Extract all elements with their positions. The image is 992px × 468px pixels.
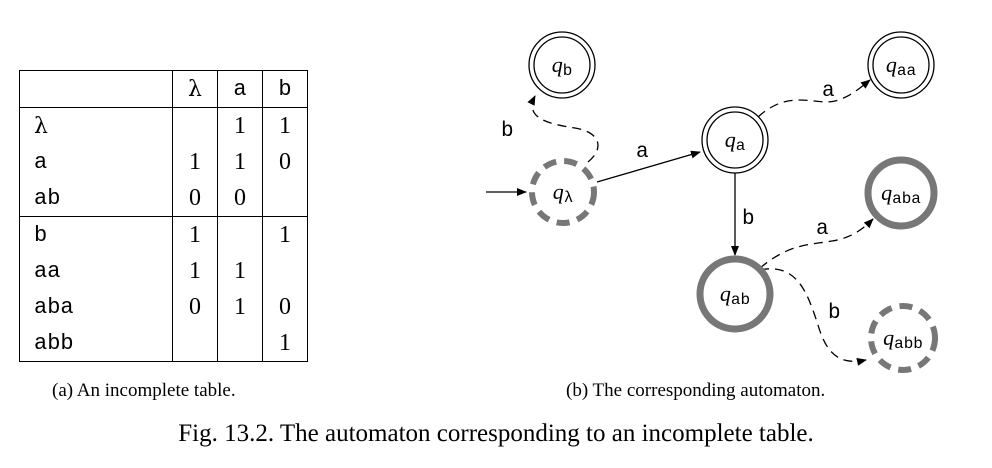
table-row: ab 0 0 [19,180,308,217]
table-row: abb 1 [19,325,308,362]
column-header-b: b [262,70,308,108]
table-cell: 1 [217,253,263,289]
subfigure-caption-b: (b) The corresponding automaton. [566,380,826,401]
state-symbol: q [720,281,731,306]
state-subscript: a [736,137,746,155]
state-symbol: q [552,52,563,77]
table-row: aa 1 1 [19,253,308,289]
table-cell: 0 [217,180,263,217]
table-row: λ 1 1 [19,107,308,144]
table-cell: 1 [262,325,308,362]
state-subscript: aa [897,62,917,80]
state-subscript: aba [892,190,921,208]
state-symbol: q [881,180,892,205]
state-q-ab: qab [696,255,774,333]
svg-text:qabb: qabb [883,325,923,353]
table-cell: 1 [262,216,308,253]
table-cell [172,325,218,362]
row-label: a [19,144,173,180]
edge-ab-to-abb [759,268,867,366]
subfigure-caption-a: (a) An incomplete table. [52,380,236,401]
svg-text:qab: qab [720,281,750,309]
table-cell: 1 [172,216,218,253]
edge-lambda-to-a [596,150,701,183]
svg-text:qaba: qaba [881,180,921,208]
column-header-a: a [217,70,263,108]
table-cell: 0 [172,289,218,325]
row-label: aba [19,289,173,325]
table-cell [217,325,263,362]
edge-a-to-aa [757,79,871,118]
state-subscript: b [563,62,573,80]
table-cell: 0 [172,180,218,217]
table-corner-cell [19,70,173,108]
svg-text:qa: qa [725,127,746,155]
table-cell: 1 [262,107,308,144]
row-label: aa [19,253,173,289]
table-cell: 1 [217,107,263,144]
edge-label-a-ab: b [742,208,755,231]
table-row: a 1 1 0 [19,144,308,180]
table-cell [262,253,308,289]
state-symbol: q [886,52,897,77]
table-header-row: λ a b [19,70,308,108]
row-label: λ [19,107,173,144]
edge-label-lambda-a: a [636,141,649,164]
table-cell [172,107,218,144]
edge-ab-to-aba [759,218,874,269]
table-row: b 1 1 [19,216,308,253]
state-q-aba: qaba [864,156,938,230]
observation-table: λ a b λ 1 1 a 1 1 0 ab 0 0 b 1 1 aa 1 1 … [19,70,308,362]
state-q-a: qa [701,106,769,174]
figure-caption: Fig. 13.2. The automaton corresponding t… [178,420,814,447]
table-cell [262,180,308,217]
row-label: b [19,216,173,253]
state-symbol: q [725,127,736,152]
svg-text:qλ: qλ [553,179,574,207]
table-cell: 1 [217,144,263,180]
edge-lambda-to-b [527,95,599,163]
edge-label-ab-aba: a [816,218,829,241]
svg-text:qaa: qaa [886,52,917,80]
state-q-lambda: qλ [529,158,597,226]
state-subscript: abb [894,335,923,353]
svg-text:qb: qb [552,52,573,80]
table-row: aba 0 1 0 [19,289,308,325]
state-q-abb: qabb [868,303,938,373]
state-q-aa: qaa [867,31,935,99]
edge-label-a-aa: a [822,80,835,103]
table-cell [217,216,263,253]
edge-label-lambda-b: b [501,120,514,143]
column-header-lambda: λ [172,70,218,108]
table-cell: 0 [262,144,308,180]
state-subscript: ab [731,291,750,309]
row-label: ab [19,180,173,217]
state-subscript: λ [564,189,574,207]
state-q-b: qb [528,31,596,99]
table-cell: 0 [262,289,308,325]
state-symbol: q [883,325,894,350]
state-symbol: q [553,179,564,204]
edge-label-ab-abb: b [828,302,841,325]
row-label: abb [19,325,173,362]
